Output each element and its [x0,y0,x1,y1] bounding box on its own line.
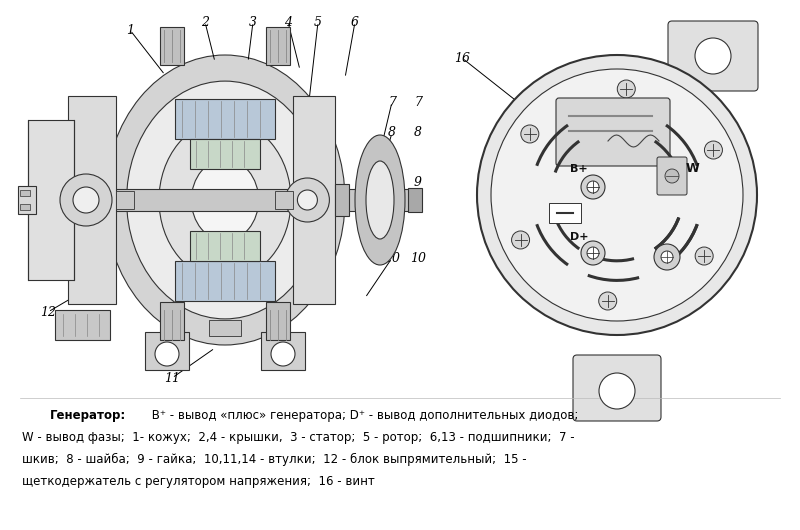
Ellipse shape [105,55,345,345]
Text: 6: 6 [351,15,359,29]
Bar [28,120,74,280]
Bar [294,95,335,304]
Text: 7: 7 [414,96,422,110]
Circle shape [587,181,599,193]
Circle shape [511,231,530,249]
FancyBboxPatch shape [657,157,687,195]
Bar [160,302,184,340]
Text: 10: 10 [410,252,426,264]
Circle shape [695,38,731,74]
Circle shape [618,80,635,98]
Circle shape [60,174,112,226]
Ellipse shape [355,135,405,265]
Bar [209,320,241,336]
Ellipse shape [159,120,291,280]
Text: 4: 4 [284,15,292,29]
Circle shape [598,292,617,310]
Bar [116,191,134,209]
Circle shape [654,244,680,270]
Text: B⁺ - вывод «плюс» генератора; D⁺ - вывод дополнительных диодов;: B⁺ - вывод «плюс» генератора; D⁺ - вывод… [148,409,578,421]
Text: шкив;  8 - шайба;  9 - гайка;  10,11,14 - втулки;  12 - блок выпрямительный;  15: шкив; 8 - шайба; 9 - гайка; 10,11,14 - в… [22,453,526,465]
Text: 3: 3 [249,15,257,29]
Bar [175,99,275,139]
Text: 16: 16 [454,51,470,65]
Text: 13: 13 [40,261,56,275]
Text: 11: 11 [164,372,180,384]
Ellipse shape [191,160,258,241]
Circle shape [581,241,605,265]
Bar [408,188,422,212]
Text: 14: 14 [40,191,56,205]
Bar [190,232,260,261]
Text: 8: 8 [414,127,422,139]
Text: 9: 9 [388,176,396,190]
Circle shape [695,247,713,265]
Text: 9: 9 [414,176,422,190]
Text: W: W [686,163,700,175]
Circle shape [298,190,318,210]
Circle shape [581,175,605,199]
Circle shape [661,251,673,263]
Ellipse shape [126,81,323,319]
Text: щеткодержатель с регулятором напряжения;  16 - винт: щеткодержатель с регулятором напряжения;… [22,474,374,488]
Text: 1: 1 [126,23,134,37]
Circle shape [521,125,539,143]
Text: D+: D+ [570,232,588,242]
Bar [190,139,260,169]
Bar [261,332,305,370]
Circle shape [599,373,635,409]
Circle shape [271,342,295,366]
FancyBboxPatch shape [556,98,670,166]
Bar [20,190,30,196]
Circle shape [155,342,179,366]
Bar [68,95,116,304]
Text: 12: 12 [40,305,56,319]
Text: 8: 8 [388,127,396,139]
Bar [30,189,415,211]
Circle shape [665,169,679,183]
Text: 2: 2 [201,15,209,29]
FancyBboxPatch shape [573,355,661,421]
Bar [160,27,184,65]
Bar [20,204,30,210]
Ellipse shape [366,161,394,239]
FancyBboxPatch shape [668,21,758,91]
Text: 15: 15 [40,131,56,145]
Bar [266,27,290,65]
Text: Генератор:: Генератор: [50,409,126,421]
Text: 10: 10 [384,252,400,264]
Text: 7: 7 [388,95,396,109]
Bar [145,332,189,370]
Text: 5: 5 [314,15,322,29]
Circle shape [73,187,99,213]
Bar [18,186,36,214]
Circle shape [286,178,330,222]
Circle shape [491,69,743,321]
Bar [266,302,290,340]
Bar [275,191,294,209]
Bar [175,261,275,301]
Circle shape [477,55,757,335]
Circle shape [705,141,722,159]
Bar [55,310,110,340]
Bar [335,184,350,216]
Circle shape [587,247,599,259]
Text: B+: B+ [570,164,588,174]
Text: W - вывод фазы;  1- кожух;  2,4 - крышки,  3 - статор;  5 - ротор;  6,13 - подши: W - вывод фазы; 1- кожух; 2,4 - крышки, … [22,430,574,444]
Bar [549,203,581,223]
